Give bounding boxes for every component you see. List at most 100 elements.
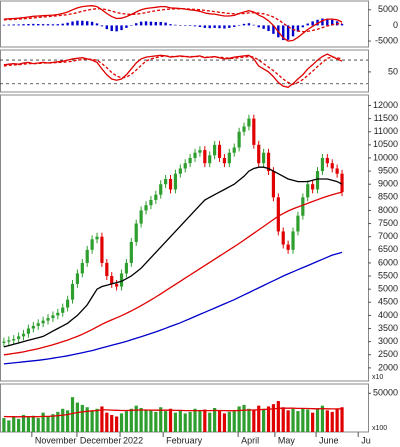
histogram-bar xyxy=(154,21,158,26)
volume-bar xyxy=(95,408,99,432)
candle-body xyxy=(227,152,231,164)
histogram-bar xyxy=(286,25,290,40)
histogram-bar xyxy=(164,22,167,26)
histogram-bar xyxy=(71,21,74,26)
histogram-bar xyxy=(331,19,334,26)
volume-bar xyxy=(320,405,325,432)
histogram-bar xyxy=(41,24,45,26)
indicator-line xyxy=(3,191,343,356)
histogram-bar xyxy=(262,25,265,29)
x-tick-label: February xyxy=(166,435,203,445)
candle-body xyxy=(257,144,261,164)
candle-body xyxy=(70,283,75,300)
volume-bar xyxy=(66,410,70,432)
histogram-bar xyxy=(306,23,309,26)
candle-body xyxy=(306,184,310,198)
histogram-bar xyxy=(321,18,324,26)
candle-body xyxy=(12,339,16,341)
candle-body xyxy=(262,152,266,164)
y-tick-label: 7500 xyxy=(378,218,398,228)
candle-body xyxy=(330,163,334,169)
volume-bar xyxy=(124,411,129,432)
histogram-bar xyxy=(233,25,236,27)
volume-bar xyxy=(311,412,315,432)
candle-body xyxy=(149,199,153,206)
histogram-bar xyxy=(2,24,6,26)
volume-bar xyxy=(119,413,124,432)
candle-body xyxy=(198,150,202,153)
x-tick-label: November xyxy=(35,435,77,445)
histogram-bar xyxy=(179,25,182,26)
y-tick-label: 5500 xyxy=(378,270,398,280)
volume-bar xyxy=(315,408,320,432)
unit-label: x10 xyxy=(372,374,383,381)
histogram-bar xyxy=(81,20,84,26)
volume-bar xyxy=(110,414,114,432)
candle-body xyxy=(26,328,31,334)
volume-bar xyxy=(335,408,339,432)
volume-bar xyxy=(198,411,202,432)
candle-body xyxy=(242,126,246,132)
candle-body xyxy=(311,184,315,190)
histogram-bar xyxy=(174,24,177,26)
y-tick-label: 12000 xyxy=(373,100,398,110)
histogram-bar xyxy=(86,21,89,26)
histogram-bar xyxy=(242,23,246,26)
volume-bar xyxy=(178,410,182,432)
candle-body xyxy=(110,276,114,284)
indicator-line xyxy=(3,407,343,418)
histogram-bar xyxy=(213,25,216,28)
candle-body xyxy=(124,262,129,274)
y-tick-label: 6000 xyxy=(378,257,398,267)
volume-bar xyxy=(262,408,266,432)
histogram-bar xyxy=(247,23,251,26)
candle-body xyxy=(193,152,197,158)
panel-frame xyxy=(0,94,369,382)
y-tick-label: 10500 xyxy=(373,139,398,149)
indicator-line xyxy=(3,166,343,348)
volume-bar xyxy=(325,410,329,432)
candle-body xyxy=(61,307,65,313)
volume-bar xyxy=(252,410,256,432)
volume-bar xyxy=(100,406,104,432)
indicator-line xyxy=(3,53,343,89)
histogram-bar xyxy=(95,23,99,26)
volume-bar xyxy=(17,418,21,432)
candle-body xyxy=(36,323,40,326)
y-tick-label: 2500 xyxy=(378,349,398,359)
y-tick-label: 7000 xyxy=(378,231,398,241)
histogram-bar xyxy=(257,25,260,28)
histogram-bar xyxy=(188,25,192,27)
candle-body xyxy=(340,173,344,193)
volume-bar xyxy=(227,411,231,432)
volume-bar xyxy=(21,414,26,432)
y-tick-label: 2000 xyxy=(378,362,398,372)
histogram-bar xyxy=(296,25,300,32)
candle-body xyxy=(66,299,70,308)
candle-body xyxy=(271,171,276,198)
histogram-bar xyxy=(301,25,305,28)
unit-label: x100 xyxy=(372,425,387,432)
y-tick-label: 9000 xyxy=(378,179,398,189)
volume-bar xyxy=(242,404,246,432)
candle-body xyxy=(232,147,236,153)
candle-body xyxy=(154,194,158,200)
volume-bar xyxy=(85,407,89,432)
volume-bar xyxy=(139,408,143,432)
volume-bar xyxy=(7,420,11,432)
histogram-bar xyxy=(46,24,50,26)
volume-bar xyxy=(183,413,187,432)
histogram-bar xyxy=(90,21,94,26)
volume-bar xyxy=(232,411,236,432)
volume-bar xyxy=(271,404,276,432)
volume-bar xyxy=(12,416,16,432)
candle-body xyxy=(164,178,168,185)
candle-body xyxy=(222,157,227,164)
y-tick-label: 3000 xyxy=(378,336,398,346)
volume-bar xyxy=(266,406,271,432)
histogram-bar xyxy=(125,25,128,28)
candle-body xyxy=(291,231,295,250)
volume-bar xyxy=(41,412,45,432)
histogram-bar xyxy=(272,25,275,34)
